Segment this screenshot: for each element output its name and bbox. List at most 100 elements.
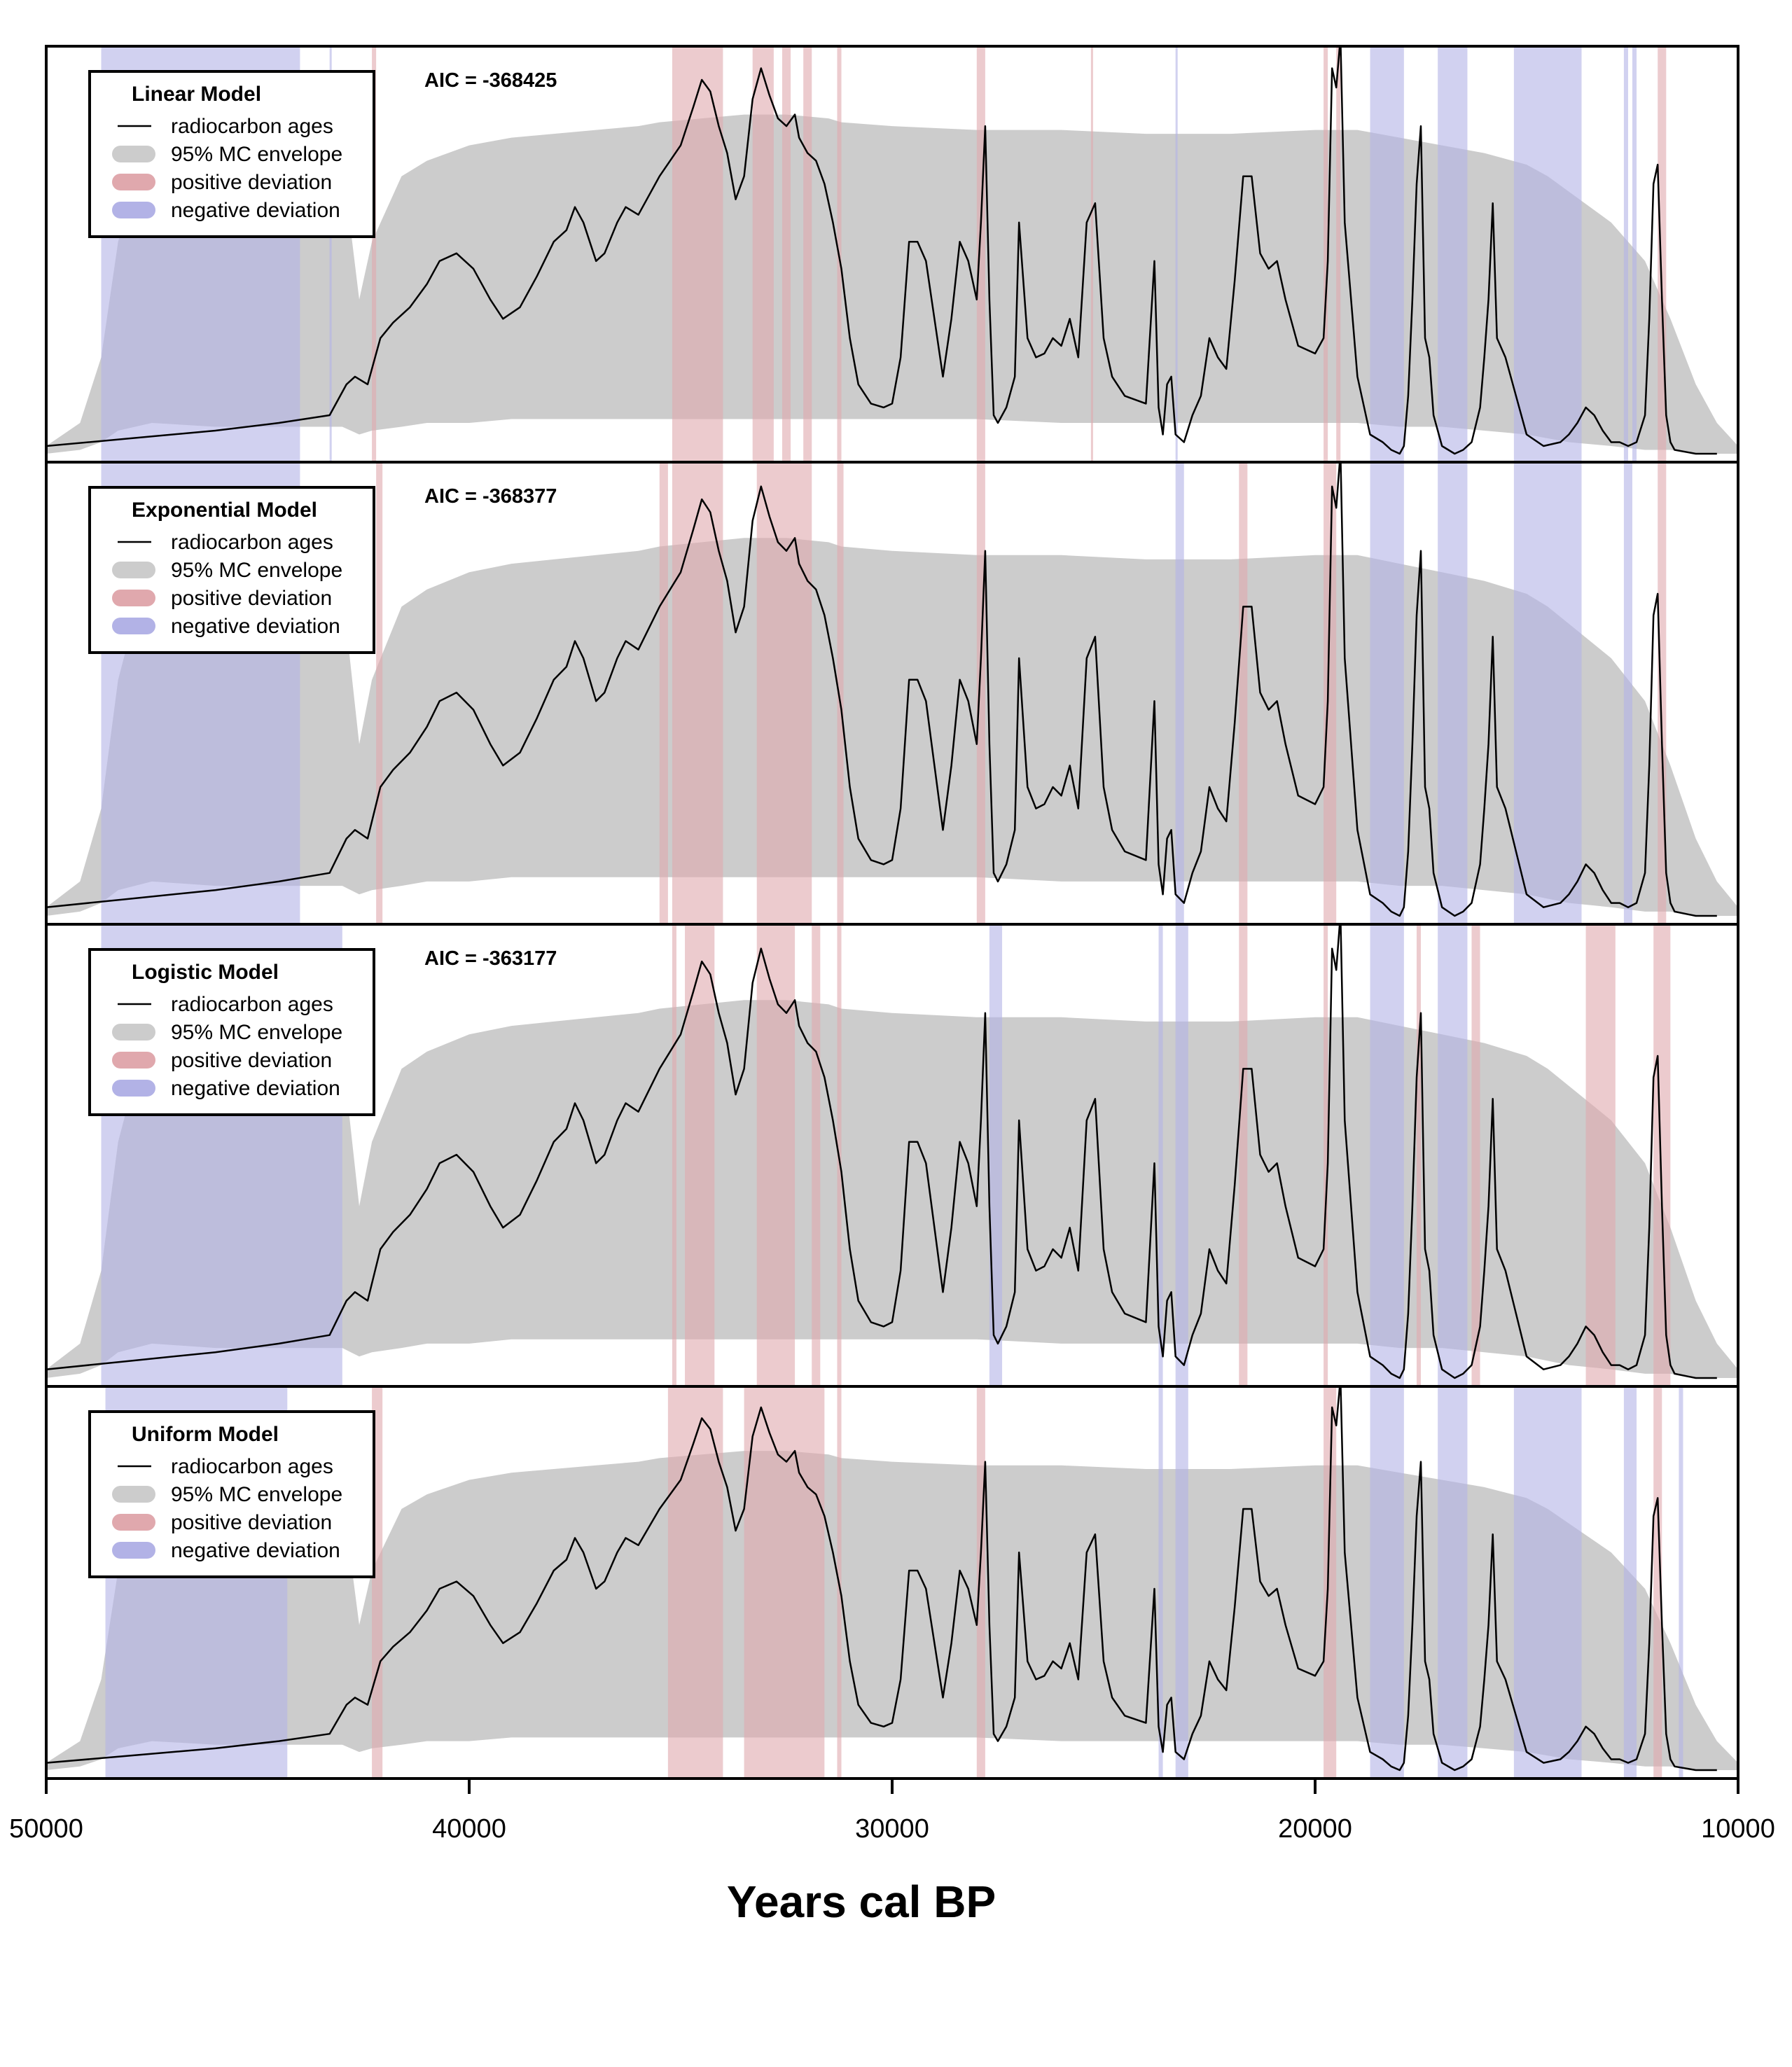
legend-radiocarbon-ages-label: radiocarbon ages: [171, 993, 333, 1016]
negative-deviation-band: [1438, 46, 1468, 462]
x-tick-label: 30000: [855, 1814, 929, 1844]
positive-deviation-band: [1585, 924, 1616, 1386]
aic-value: AIC = -368377: [424, 485, 557, 508]
negative-deviation-band: [1513, 462, 1582, 924]
negative-deviation-band: [1175, 46, 1178, 462]
legend-mc-envelope-label: 95% MC envelope: [171, 143, 342, 166]
positive-deviation-band: [376, 462, 383, 924]
negative-deviation-band: [1513, 1386, 1582, 1779]
mc-envelope-area: [46, 114, 1738, 454]
positive-deviation-band: [685, 924, 715, 1386]
legend-mc-envelope-label: 95% MC envelope: [171, 1021, 342, 1044]
legend-title: Linear Model: [132, 83, 261, 106]
radiocarbon-ages-line: [46, 46, 1717, 455]
legend-positive-deviation-swatch: [112, 1514, 155, 1531]
panel-4: Uniform Model radiocarbon ages 95% MC enve…: [45, 1385, 1739, 1780]
positive-deviation-band: [1653, 1386, 1662, 1779]
negative-deviation-band: [1175, 462, 1184, 924]
positive-deviation-band: [1336, 46, 1341, 462]
mc-envelope-area: [46, 1451, 1738, 1770]
legend-negative-deviation-swatch: [112, 202, 155, 218]
panels-group: Linear Model radiocarbon ages 95% MC envel…: [45, 45, 1739, 1780]
legend-positive-deviation-label: positive deviation: [171, 171, 332, 194]
mc-envelope-area: [46, 1000, 1738, 1378]
positive-deviation-band: [1471, 924, 1480, 1386]
legend-positive-deviation-swatch: [112, 1052, 155, 1069]
legend: Exponential Model radiocarbon ages 95% MC …: [88, 486, 375, 654]
radiocarbon-ages-line: [46, 1386, 1717, 1772]
legend-negative-deviation-label: negative deviation: [171, 1539, 340, 1562]
legend-title: Logistic Model: [132, 961, 279, 984]
positive-deviation-band: [756, 924, 796, 1386]
legend: Uniform Model radiocarbon ages 95% MC enve…: [88, 1410, 375, 1578]
legend-mc-envelope-swatch: [112, 562, 155, 578]
positive-deviation-band: [976, 46, 985, 462]
negative-deviation-band: [329, 46, 332, 462]
legend-negative-deviation-label: negative deviation: [171, 615, 340, 638]
x-axis-label: Years cal BP: [727, 1877, 996, 1927]
positive-deviation-band: [1324, 924, 1328, 1386]
positive-deviation-band: [812, 924, 821, 1386]
negative-deviation-band: [1623, 1386, 1637, 1779]
positive-deviation-band: [1239, 462, 1248, 924]
negative-deviation-band: [1370, 46, 1404, 462]
positive-deviation-band: [659, 462, 668, 924]
negative-deviation-band: [1438, 462, 1468, 924]
legend: Logistic Model radiocarbon ages 95% MC env…: [88, 948, 375, 1116]
positive-deviation-band: [1416, 924, 1421, 1386]
negative-deviation-band: [1370, 462, 1404, 924]
x-axis: 50000 40000 30000 20000 10000: [9, 1779, 1775, 1844]
negative-deviation-band: [1175, 924, 1188, 1386]
aic-value: AIC = -368425: [424, 69, 557, 92]
positive-deviation-band: [672, 924, 676, 1386]
panel-2: Exponential Model radiocarbon ages 95% MC …: [45, 461, 1739, 926]
positive-deviation-band: [372, 46, 377, 462]
x-tick-label: 10000: [1701, 1814, 1775, 1844]
positive-deviation-band: [752, 46, 774, 462]
positive-deviation-band: [744, 1386, 825, 1779]
panel-3: Logistic Model radiocarbon ages 95% MC env…: [45, 923, 1739, 1388]
positive-deviation-band: [1324, 46, 1328, 462]
negative-deviation-band: [1438, 924, 1468, 1386]
legend-title: Uniform Model: [132, 1423, 279, 1446]
radiocarbon-ages-line: [46, 462, 1717, 917]
positive-deviation-band: [672, 46, 723, 462]
positive-deviation-band: [1324, 1386, 1337, 1779]
negative-deviation-band: [1158, 924, 1163, 1386]
legend-negative-deviation-label: negative deviation: [171, 199, 340, 222]
legend-negative-deviation-label: negative deviation: [171, 1077, 340, 1100]
legend-radiocarbon-ages-label: radiocarbon ages: [171, 1455, 333, 1478]
legend-mc-envelope-label: 95% MC envelope: [171, 559, 342, 582]
x-tick-label: 20000: [1278, 1814, 1352, 1844]
legend-positive-deviation-label: positive deviation: [171, 1511, 332, 1534]
negative-deviation-band: [1438, 1386, 1468, 1779]
legend-mc-envelope-swatch: [112, 1024, 155, 1041]
legend-positive-deviation-label: positive deviation: [171, 587, 332, 610]
negative-deviation-band: [1623, 46, 1628, 462]
radiocarbon-ages-line: [46, 924, 1717, 1379]
legend-mc-envelope-swatch: [112, 1486, 155, 1503]
legend-negative-deviation-swatch: [112, 1080, 155, 1097]
legend-negative-deviation-swatch: [112, 1542, 155, 1559]
positive-deviation-band: [803, 46, 812, 462]
legend-radiocarbon-ages-label: radiocarbon ages: [171, 531, 333, 554]
x-tick-label: 50000: [9, 1814, 83, 1844]
negative-deviation-band: [1370, 1386, 1404, 1779]
panel-plot-area: [46, 46, 1738, 462]
legend: Linear Model radiocarbon ages 95% MC envel…: [88, 70, 375, 238]
legend-mc-envelope-swatch: [112, 146, 155, 162]
positive-deviation-band: [1090, 46, 1093, 462]
panel-plot-area: [46, 462, 1738, 924]
positive-deviation-band: [837, 462, 844, 924]
legend-positive-deviation-label: positive deviation: [171, 1049, 332, 1072]
positive-deviation-band: [782, 46, 791, 462]
positive-deviation-band: [672, 462, 723, 924]
negative-deviation-band: [1513, 46, 1582, 462]
positive-deviation-band: [667, 1386, 723, 1779]
negative-deviation-band: [1623, 462, 1632, 924]
negative-deviation-band: [1679, 1386, 1683, 1779]
x-tick-label: 40000: [432, 1814, 506, 1844]
legend-positive-deviation-swatch: [112, 590, 155, 606]
legend-positive-deviation-swatch: [112, 174, 155, 190]
